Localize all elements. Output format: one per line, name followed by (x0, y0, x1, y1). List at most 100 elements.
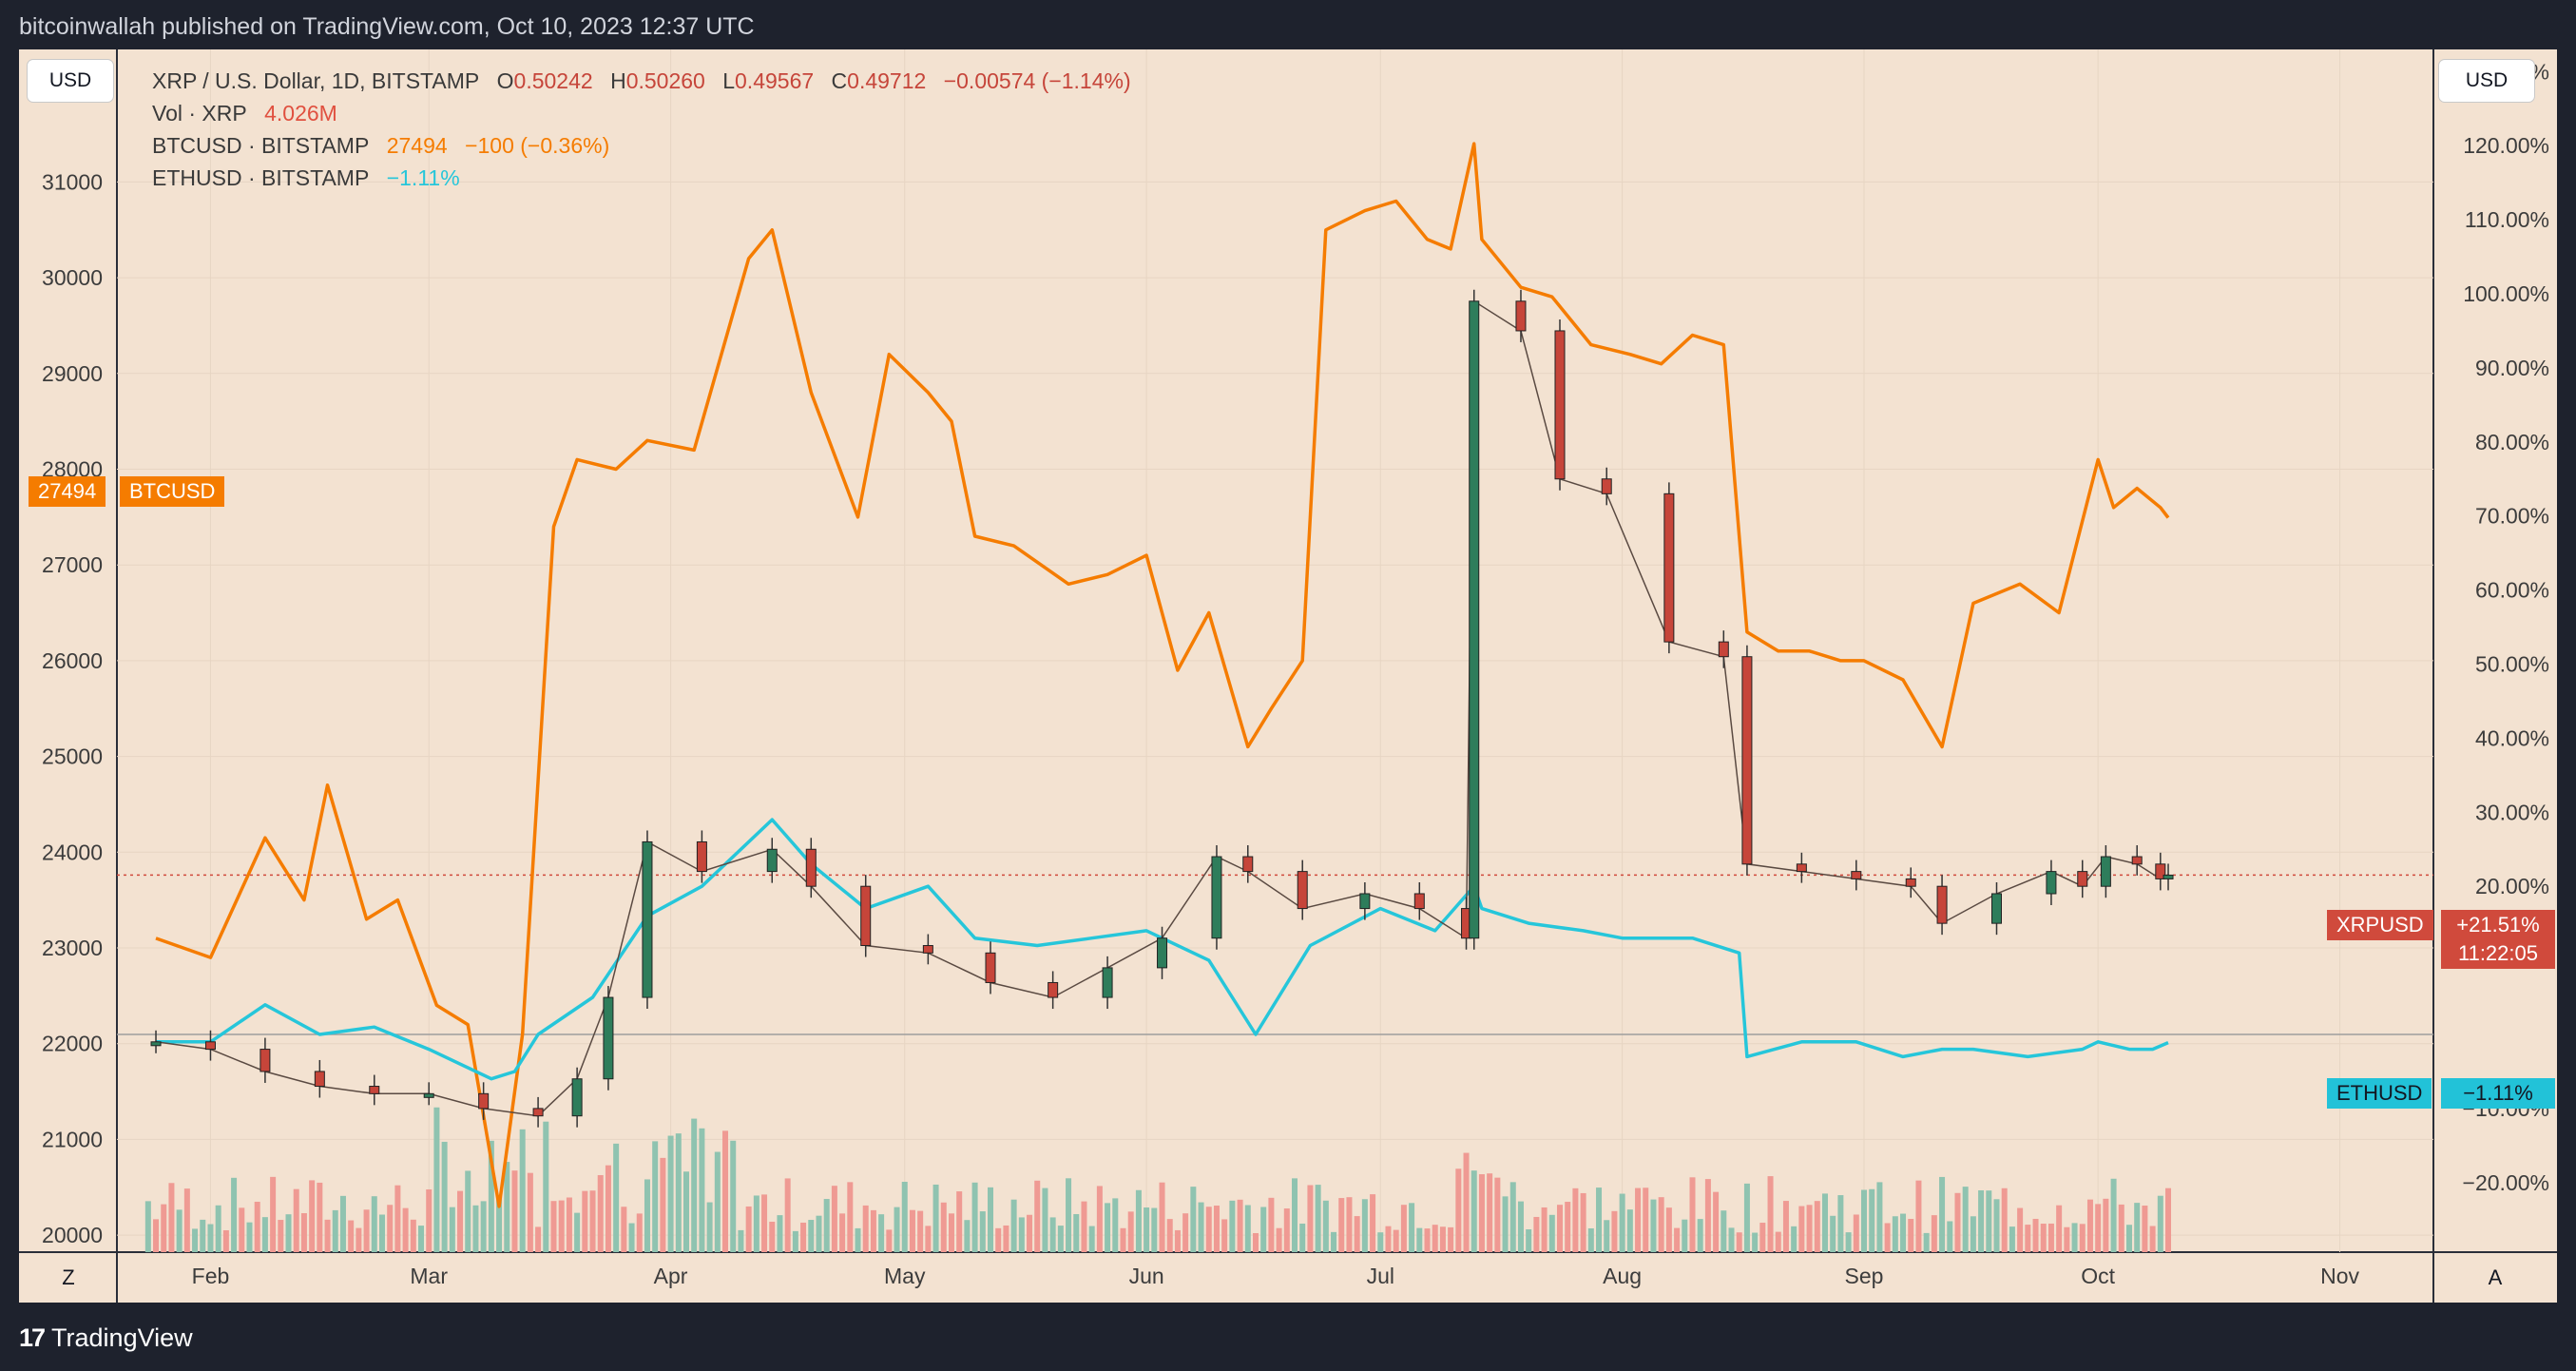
volume-bar (1689, 1177, 1696, 1252)
right-scale-currency-button[interactable]: USD (2438, 59, 2535, 103)
volume-bar (2095, 1204, 2102, 1252)
volume-bar (1954, 1192, 1961, 1252)
xrp-candle (805, 848, 817, 887)
volume-bar (1034, 1180, 1041, 1252)
right-axis-tick-label: 80.00% (2475, 430, 2549, 454)
xrp-candle (423, 1092, 434, 1098)
volume-bar (1650, 1199, 1657, 1252)
volume-bar (1947, 1221, 1953, 1252)
volume-bar (1697, 1219, 1703, 1252)
volume-bar (1276, 1227, 1282, 1252)
volume-bar (168, 1183, 175, 1252)
volume-bar (1127, 1211, 1134, 1252)
volume-bar (2032, 1218, 2039, 1252)
zoom-button[interactable]: Z (62, 1265, 75, 1289)
volume-bar (1494, 1177, 1501, 1252)
volume-bar (932, 1184, 939, 1252)
btc-price-label: 27494 (29, 476, 106, 507)
volume-bar (901, 1181, 908, 1252)
volume-bar (1096, 1186, 1103, 1252)
right-axis-tick-label: 30.00% (2475, 800, 2549, 824)
xrp-candle (1851, 871, 1862, 879)
volume-bar (605, 1165, 611, 1252)
volume-bar (566, 1197, 572, 1252)
volume-bar (1409, 1203, 1415, 1252)
volume-bar (153, 1219, 160, 1252)
volume-bar (324, 1219, 331, 1252)
volume-bar (1782, 1201, 1789, 1252)
legend-btc-label: BTCUSD · BITSTAMP (152, 133, 370, 158)
volume-bar (270, 1176, 277, 1252)
volume-bar (1370, 1194, 1376, 1252)
volume-bar (1674, 1227, 1681, 1252)
volume-bar (278, 1220, 284, 1252)
volume-bar (231, 1177, 238, 1252)
volume-bar (496, 1196, 503, 1252)
xrp-candle (1905, 878, 1916, 887)
left-scale-currency-button[interactable]: USD (27, 59, 114, 103)
volume-bar (519, 1129, 526, 1252)
volume-bar (855, 1227, 861, 1252)
volume-bar (1361, 1199, 1368, 1252)
volume-bar (784, 1178, 791, 1252)
volume-bar (1471, 1170, 1477, 1252)
volume-bar (1416, 1227, 1423, 1252)
auto-scale-button[interactable]: A (2488, 1265, 2503, 1289)
xrp-candle (1359, 893, 1371, 910)
volume-bar (823, 1199, 830, 1252)
volume-bar (738, 1229, 744, 1252)
volume-bar (1791, 1226, 1797, 1252)
volume-bar (410, 1219, 416, 1252)
volume-bar (332, 1209, 338, 1252)
volume-bar (457, 1190, 464, 1252)
xrp-candle (696, 840, 707, 873)
volume-bar (1962, 1187, 1969, 1252)
volume-bar (714, 1151, 721, 1252)
right-axis-tick-label: 40.00% (2475, 725, 2549, 750)
legend-volume-value: 4.026M (264, 101, 337, 126)
volume-bar (2017, 1207, 2024, 1252)
volume-bar (535, 1226, 542, 1252)
volume-bar (285, 1214, 292, 1252)
volume-bar (1439, 1226, 1446, 1252)
xrp-candle (1413, 893, 1425, 910)
volume-bar (1611, 1210, 1618, 1252)
volume-bar (589, 1190, 596, 1252)
legend-eth: ETHUSD · BITSTAMP −1.11% (152, 165, 471, 191)
volume-bar (1548, 1214, 1555, 1252)
volume-bar (1252, 1232, 1259, 1252)
legend-xrp-change: −0.00574 (−1.14%) (943, 68, 1131, 93)
chart-canvas[interactable]: 3100030000290002800027000260002500024000… (19, 49, 2557, 1303)
volume-bar (956, 1191, 963, 1252)
volume-bar (1190, 1187, 1197, 1252)
volume-bar (215, 1205, 221, 1252)
volume-bar (261, 1217, 268, 1252)
chart-panel[interactable]: 31000 30000 29000 28000 27000 26000 25000 24000… (19, 49, 2557, 1303)
volume-bar (2134, 1203, 2141, 1252)
volume-bar (1908, 1219, 1914, 1252)
right-axis-tick-label: 110.00% (2465, 207, 2549, 232)
volume-bar (948, 1213, 954, 1252)
xrp-candle (260, 1049, 271, 1072)
xrp-candle (1601, 478, 1612, 494)
volume-bar (800, 1222, 807, 1252)
volume-bar (1322, 1200, 1329, 1252)
volume-bar (1923, 1232, 1930, 1252)
volume-bar (2103, 1198, 2109, 1252)
volume-bar (847, 1182, 854, 1252)
volume-bar (1463, 1152, 1470, 1252)
volume-bar (1821, 1193, 1828, 1252)
volume-bar (1939, 1176, 1946, 1252)
volume-bar (667, 1135, 674, 1252)
volume-bar (1643, 1188, 1649, 1252)
volume-bar (1010, 1199, 1017, 1252)
volume-bar (2118, 1204, 2124, 1252)
xrp-candle (1990, 893, 2002, 924)
volume-bar (1049, 1217, 1056, 1252)
legend-eth-label: ETHUSD · BITSTAMP (152, 165, 370, 190)
volume-bar (222, 1229, 229, 1252)
right-axis-tick-label: 20.00% (2475, 874, 2549, 898)
volume-bar (1144, 1207, 1150, 1252)
right-axis-tick-label: 60.00% (2475, 578, 2549, 603)
volume-bar (870, 1209, 876, 1252)
